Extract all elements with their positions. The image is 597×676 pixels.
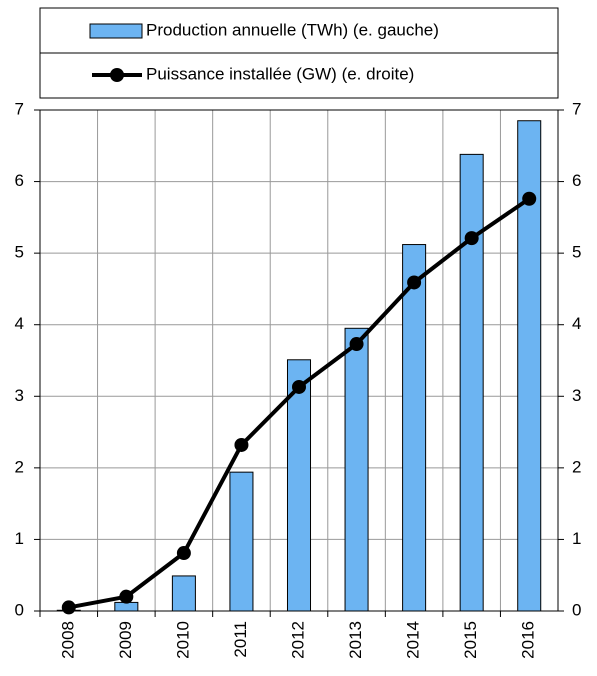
legend-label: Puissance installée (GW) (e. droite) (146, 64, 414, 83)
y2-tick-label: 5 (572, 243, 581, 262)
y2-tick-label: 2 (572, 457, 581, 476)
x-tick-label: 2009 (116, 621, 135, 659)
bar (459, 153, 484, 612)
bar (114, 601, 139, 612)
x-tick-label: 2013 (346, 621, 365, 659)
y2-tick-label: 4 (572, 314, 581, 333)
line-marker (407, 275, 422, 290)
line-marker (176, 546, 191, 561)
y2-tick-label: 3 (572, 386, 581, 405)
bar (402, 244, 427, 612)
y-tick-label: 7 (15, 99, 24, 118)
legend-label: Production annuelle (TWh) (e. gauche) (146, 20, 439, 39)
plot-border (39, 109, 559, 612)
legend-swatch (89, 23, 143, 39)
y-tick-label: 6 (15, 171, 24, 190)
line-marker (464, 231, 479, 246)
y-tick-label: 1 (15, 529, 24, 548)
x-tick-label: 2010 (173, 621, 192, 659)
y2-tick-label: 1 (572, 529, 581, 548)
y2-tick-label: 0 (572, 600, 581, 619)
line-marker (292, 379, 306, 394)
bar (344, 327, 369, 612)
line-marker (349, 337, 364, 352)
y2-tick-label: 6 (572, 171, 581, 190)
x-tick-label: 2012 (288, 621, 307, 659)
x-tick-label: 2011 (231, 621, 250, 658)
x-tick-label: 2015 (461, 621, 480, 659)
y-tick-label: 3 (15, 386, 24, 405)
y-tick-label: 5 (15, 243, 24, 262)
y-tick-label: 4 (15, 314, 24, 333)
line-marker (234, 437, 249, 452)
line-marker (522, 191, 537, 206)
x-tick-label: 2016 (519, 621, 538, 659)
line-marker (61, 600, 76, 615)
line-marker (119, 589, 134, 604)
y-tick-label: 0 (15, 600, 24, 619)
y-tick-label: 2 (15, 457, 24, 476)
bar (171, 575, 196, 612)
y2-tick-label: 7 (572, 99, 581, 118)
x-tick-label: 2014 (404, 621, 423, 659)
bar (229, 471, 254, 612)
x-tick-label: 2008 (58, 621, 77, 659)
legend-marker (110, 68, 124, 82)
